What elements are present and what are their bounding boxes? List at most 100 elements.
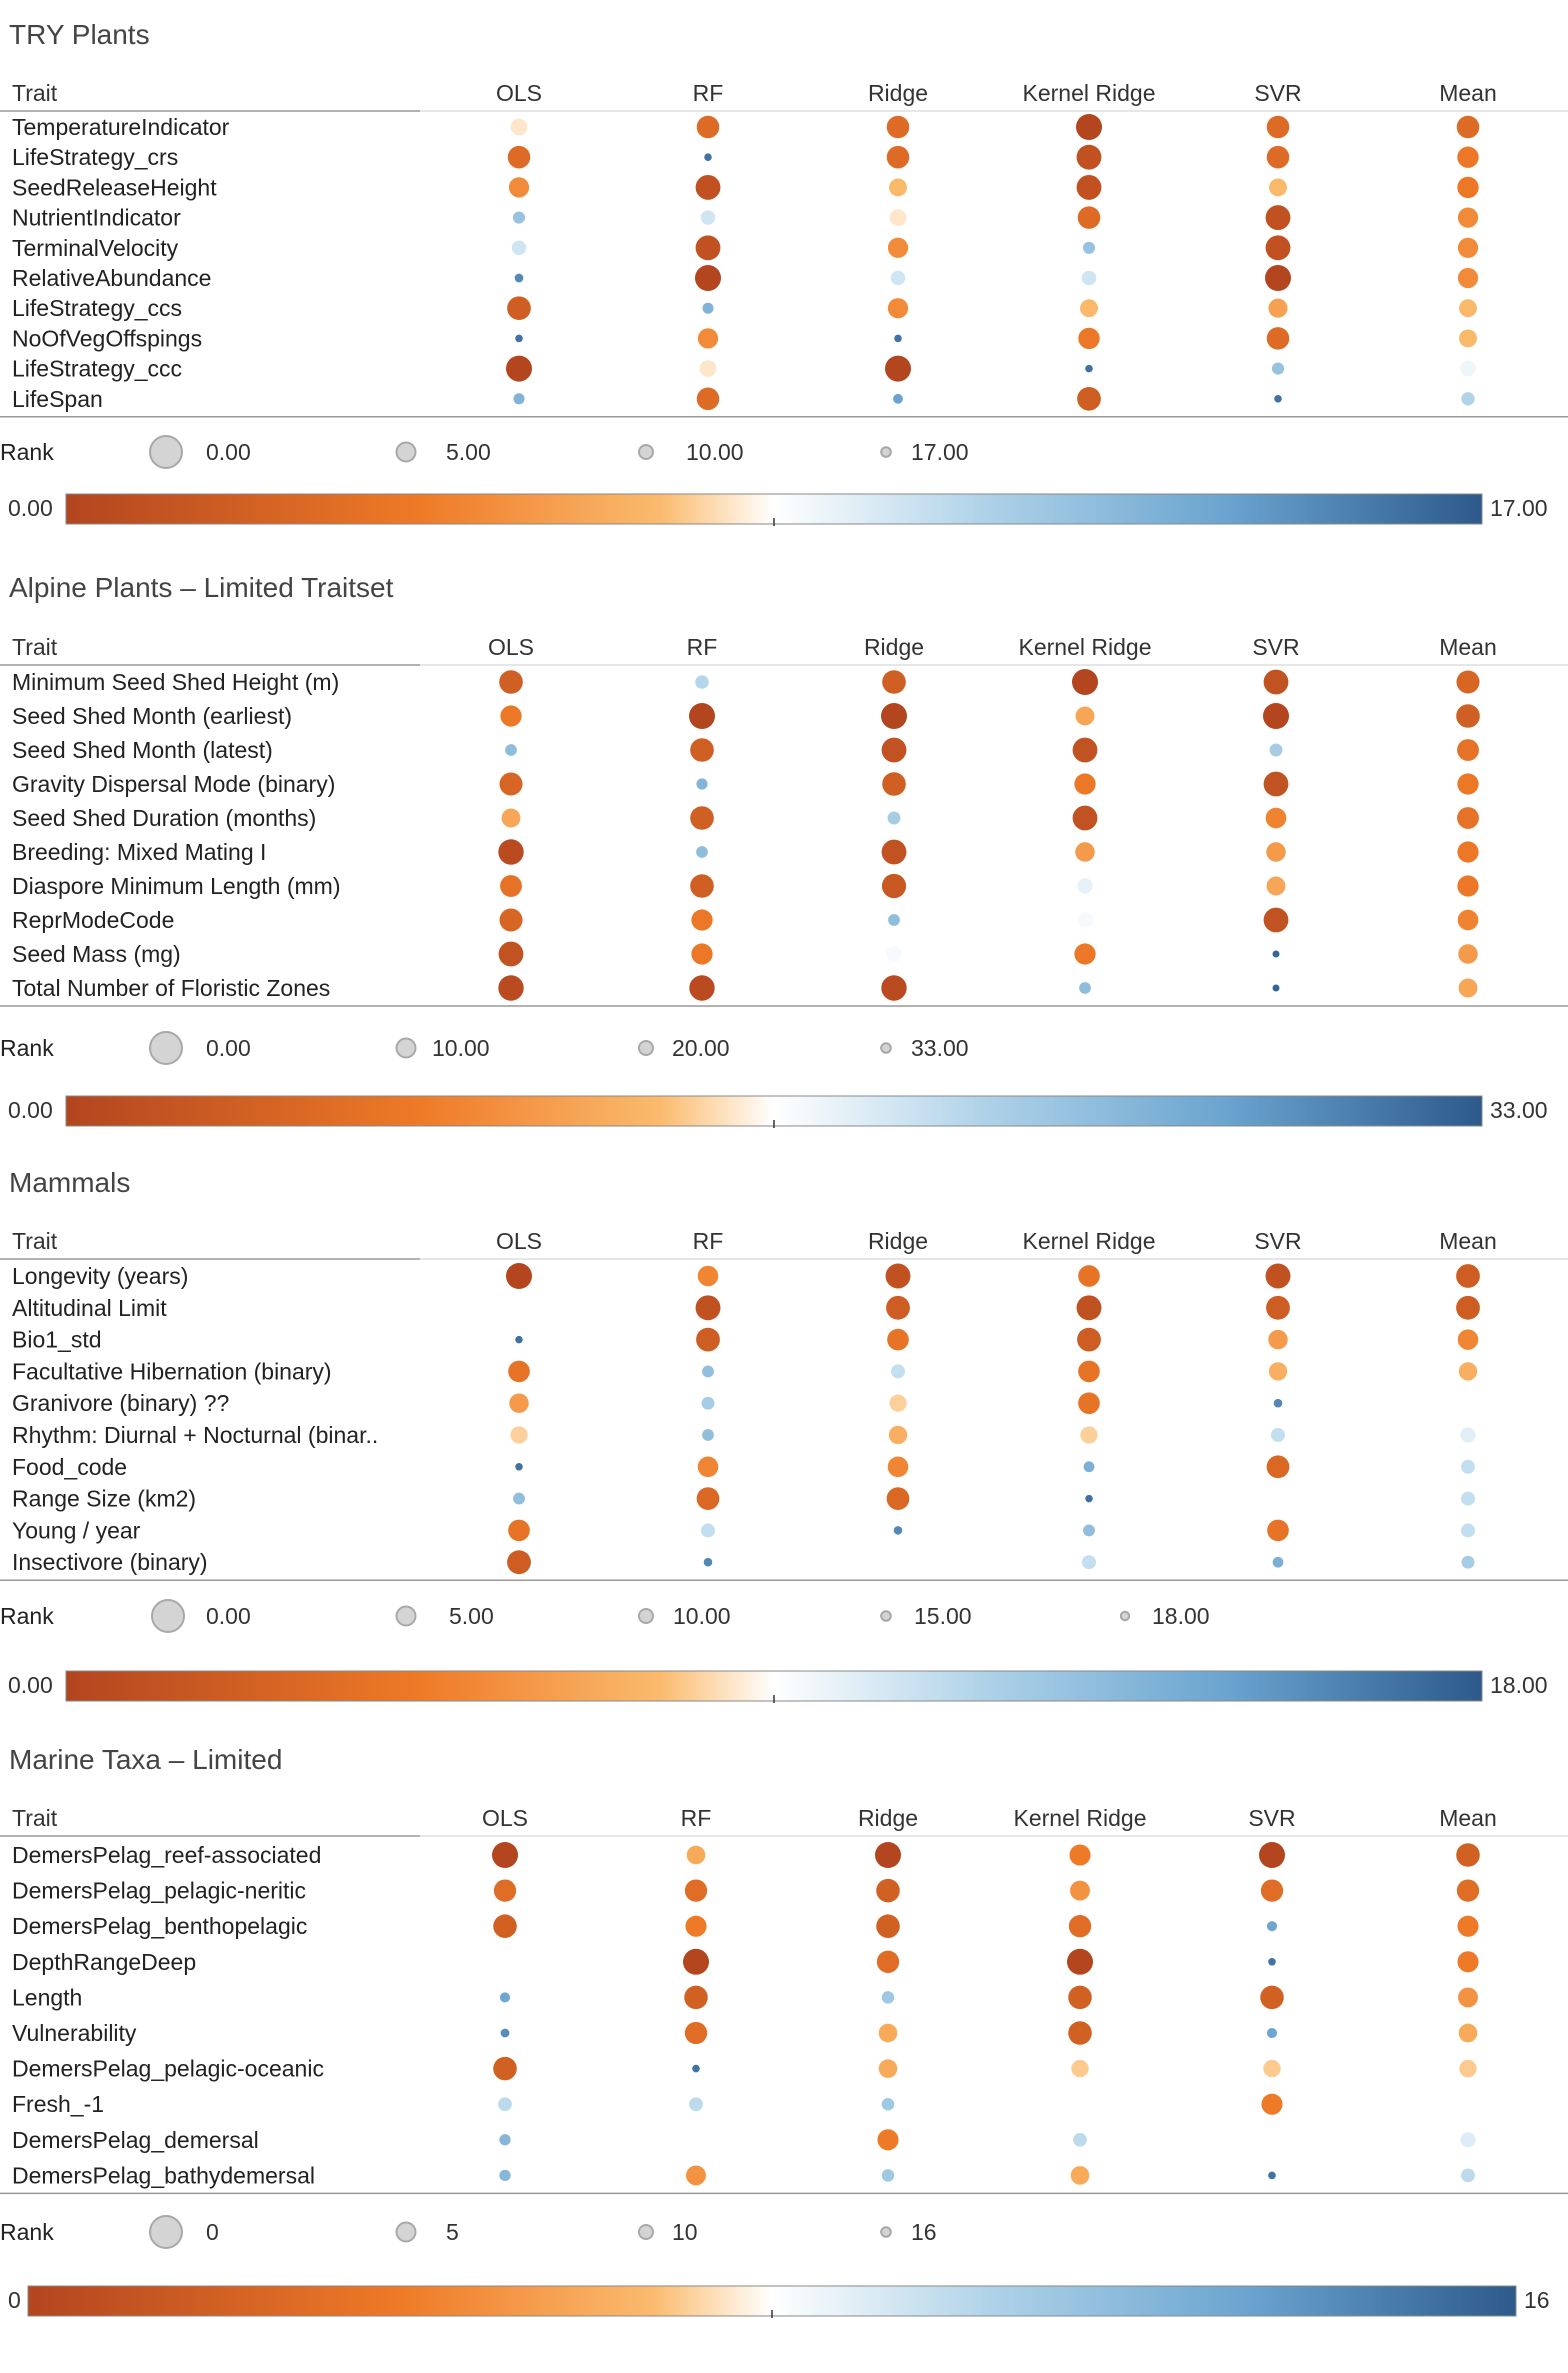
rank-dot[interactable]: Vulnerability · Kernel Ridge: 2 <box>1068 2021 1092 2045</box>
rank-dot[interactable]: Seed Shed Month (earliest) · OLS: 8 <box>500 705 522 727</box>
rank-dot[interactable]: DemersPelag_bathydemersal · SVR: 15 <box>1268 2171 1276 2180</box>
rank-dot[interactable]: ReprModeCode · SVR: 2 <box>1263 907 1289 933</box>
rank-dot[interactable]: LifeStrategy_ccc · Kernel Ridge: 16 <box>1085 364 1093 373</box>
rank-dot[interactable]: NoOfVegOffspings · SVR: 3 <box>1266 327 1290 350</box>
rank-dot[interactable]: Young / year · RF: 11 <box>700 1523 716 1538</box>
rank-dot[interactable]: Rhythm: Diurnal + Nocturnal (binar.. · R… <box>702 1429 714 1441</box>
rank-dot[interactable]: Bio1_std · OLS: 17 <box>515 1335 523 1344</box>
rank-dot[interactable]: LifeSpan · RF: 3 <box>696 387 720 411</box>
rank-dot[interactable]: Rhythm: Diurnal + Nocturnal (binar.. · S… <box>1270 1427 1286 1443</box>
rank-dot[interactable]: ReprModeCode · Kernel Ridge: 17 <box>1077 912 1093 928</box>
rank-dot[interactable]: DemersPelag_demersal · Mean: 9 <box>1460 2132 1476 2148</box>
rank-dot[interactable]: Minimum Seed Shed Height (m) · OLS: 4 <box>499 670 523 694</box>
rank-dot[interactable]: Bio1_std · RF: 2 <box>696 1327 720 1352</box>
rank-dot[interactable]: Food_code · RF: 5 <box>697 1456 719 1478</box>
rank-dot[interactable]: DemersPelag_pelagic-oceanic · Mean: 7 <box>1459 2059 1477 2078</box>
rank-dot[interactable]: RelativeAbundance · RF: 0 <box>695 265 721 291</box>
rank-dot[interactable]: Young / year · Ridge: 16 <box>893 1526 903 1535</box>
rank-dot[interactable]: LifeStrategy_ccc · RF: 8 <box>699 360 717 377</box>
rank-dot[interactable]: DepthRangeDeep · Ridge: 3 <box>876 1950 900 1973</box>
rank-dot[interactable]: Range Size (km2) · OLS: 13 <box>513 1492 525 1505</box>
rank-dot[interactable]: LifeSpan · Mean: 11 <box>1461 392 1475 406</box>
rank-dot[interactable]: Young / year · SVR: 4 <box>1267 1519 1289 1542</box>
rank-dot[interactable]: Length · Mean: 5 <box>1458 1987 1478 2008</box>
rank-dot[interactable]: Minimum Seed Shed Height (m) · Kernel Ri… <box>1072 669 1098 695</box>
rank-dot[interactable]: LifeSpan · Ridge: 14 <box>893 393 903 404</box>
rank-dot[interactable]: TerminalVelocity · Ridge: 5 <box>887 237 909 258</box>
rank-dot[interactable]: Breeding: Mixed Mating I · Kernel Ridge:… <box>1075 842 1095 862</box>
rank-dot[interactable]: DemersPelag_pelagic-neritic · Kernel Rid… <box>1070 1880 1090 1901</box>
rank-dot[interactable]: DemersPelag_reef-associated · OLS: 0 <box>492 1842 518 1868</box>
rank-dot[interactable]: LifeStrategy_crs · Ridge: 3 <box>886 145 910 169</box>
rank-dot[interactable]: Seed Shed Duration (months) · Mean: 7 <box>1457 807 1479 829</box>
rank-dot[interactable]: SeedReleaseHeight · OLS: 5 <box>508 177 530 198</box>
rank-dot[interactable]: NoOfVegOffspings · OLS: 16 <box>515 334 523 343</box>
rank-dot[interactable]: Granivore (binary) ?? · Ridge: 8 <box>889 1394 907 1412</box>
rank-dot[interactable]: Total Number of Floristic Zones · RF: 1 <box>689 975 715 1001</box>
rank-dot[interactable]: LifeSpan · Kernel Ridge: 2 <box>1077 386 1101 411</box>
rank-dot[interactable]: Fresh_-1 · RF: 10 <box>689 2097 703 2112</box>
rank-dot[interactable]: NoOfVegOffspings · Kernel Ridge: 4 <box>1078 327 1100 350</box>
rank-dot[interactable]: LifeStrategy_crs · Mean: 4 <box>1457 146 1479 168</box>
rank-dot[interactable]: DemersPelag_pelagic-neritic · OLS: 3 <box>493 1879 517 1902</box>
rank-dot[interactable]: Bio1_std · Mean: 5 <box>1457 1329 1479 1350</box>
rank-dot[interactable]: TemperatureIndicator · RF: 3 <box>696 115 720 139</box>
rank-dot[interactable]: NutrientIndicator · OLS: 12 <box>512 211 526 224</box>
rank-dot[interactable]: Altitudinal Limit · Kernel Ridge: 1 <box>1076 1295 1102 1321</box>
rank-dot[interactable]: Food_code · Ridge: 5 <box>887 1456 909 1478</box>
rank-dot[interactable]: NutrientIndicator · Mean: 5 <box>1457 207 1479 228</box>
rank-dot[interactable]: Length · Ridge: 11 <box>881 1991 895 2004</box>
rank-dot[interactable]: Facultative Hibernation (binary) · Ridge… <box>890 1364 906 1379</box>
rank-dot[interactable]: Seed Shed Duration (months) · OLS: 12 <box>501 808 521 828</box>
rank-dot[interactable]: Altitudinal Limit · SVR: 2 <box>1266 1295 1290 1320</box>
rank-dot[interactable]: Gravity Dispersal Mode (binary) · Mean: … <box>1457 773 1479 795</box>
rank-dot[interactable]: LifeStrategy_ccs · Kernel Ridge: 7 <box>1080 299 1098 318</box>
rank-dot[interactable]: TemperatureIndicator · Ridge: 3 <box>886 115 910 139</box>
rank-dot[interactable]: TemperatureIndicator · Mean: 3 <box>1456 115 1480 139</box>
rank-dot[interactable]: Breeding: Mixed Mating I · SVR: 11 <box>1266 842 1286 862</box>
rank-dot[interactable]: DemersPelag_benthopelagic · SVR: 13 <box>1266 1921 1278 1932</box>
rank-dot[interactable]: DepthRangeDeep · Kernel Ridge: 0 <box>1067 1948 1093 1975</box>
rank-dot[interactable]: DemersPelag_benthopelagic · OLS: 2 <box>493 1914 517 1938</box>
rank-dot[interactable]: DemersPelag_pelagic-neritic · SVR: 3 <box>1260 1879 1284 1902</box>
rank-dot[interactable]: Longevity (years) · SVR: 1 <box>1265 1263 1291 1289</box>
rank-dot[interactable]: Minimum Seed Shed Height (m) · RF: 21 <box>695 675 709 689</box>
rank-dot[interactable]: Gravity Dispersal Mode (binary) · SVR: 2 <box>1263 771 1289 797</box>
rank-dot[interactable]: Seed Mass (mg) · SVR: 32 <box>1272 950 1280 958</box>
rank-dot[interactable]: Seed Shed Month (earliest) · RF: 0 <box>689 703 715 729</box>
rank-dot[interactable]: Total Number of Floristic Zones · Ridge:… <box>881 975 907 1001</box>
rank-dot[interactable]: Total Number of Floristic Zones · Mean: … <box>1458 978 1478 998</box>
rank-dot[interactable]: LifeStrategy_ccc · SVR: 12 <box>1271 362 1285 375</box>
rank-dot[interactable]: DepthRangeDeep · Mean: 4 <box>1457 1951 1479 1973</box>
rank-dot[interactable]: SeedReleaseHeight · SVR: 7 <box>1269 178 1287 197</box>
rank-dot[interactable]: Diaspore Minimum Length (mm) · Ridge: 3 <box>881 873 907 899</box>
rank-dot[interactable]: DemersPelag_pelagic-oceanic · RF: 15 <box>692 2064 700 2073</box>
rank-dot[interactable]: NutrientIndicator · SVR: 1 <box>1265 205 1291 231</box>
rank-dot[interactable]: SeedReleaseHeight · Mean: 4 <box>1457 176 1479 199</box>
rank-dot[interactable]: LifeStrategy_ccs · Ridge: 5 <box>887 298 909 319</box>
rank-dot[interactable]: RelativeAbundance · Mean: 5 <box>1457 267 1479 289</box>
rank-dot[interactable]: Food_code · OLS: 17 <box>515 1463 523 1471</box>
rank-dot[interactable]: Insectivore (binary) · OLS: 2 <box>507 1550 531 1575</box>
rank-dot[interactable]: Insectivore (binary) · Mean: 12 <box>1461 1555 1475 1569</box>
rank-dot[interactable]: DemersPelag_bathydemersal · Mean: 10 <box>1461 2168 1475 2183</box>
rank-dot[interactable]: NoOfVegOffspings · RF: 5 <box>697 328 719 349</box>
rank-dot[interactable]: Facultative Hibernation (binary) · OLS: … <box>508 1360 530 1383</box>
rank-dot[interactable]: Vulnerability · Ridge: 6 <box>878 2023 898 2043</box>
rank-dot[interactable]: Altitudinal Limit · Ridge: 2 <box>886 1295 910 1320</box>
rank-dot[interactable]: Seed Mass (mg) · Mean: 11 <box>1458 944 1478 964</box>
rank-dot[interactable]: Young / year · Mean: 11 <box>1460 1523 1476 1538</box>
rank-dot[interactable]: Insectivore (binary) · Kernel Ridge: 11 <box>1081 1555 1097 1570</box>
rank-dot[interactable]: LifeStrategy_crs · OLS: 3 <box>507 145 531 169</box>
rank-dot[interactable]: Bio1_std · Ridge: 4 <box>887 1328 909 1351</box>
rank-dot[interactable]: Total Number of Floristic Zones · Kernel… <box>1079 982 1091 994</box>
rank-dot[interactable]: Gravity Dispersal Mode (binary) · Ridge:… <box>882 772 906 796</box>
rank-dot[interactable]: NutrientIndicator · Ridge: 8 <box>889 209 907 226</box>
rank-dot[interactable]: LifeStrategy_ccc · Ridge: 0 <box>885 355 911 382</box>
rank-dot[interactable]: DemersPelag_pelagic-oceanic · SVR: 7 <box>1263 2059 1281 2078</box>
rank-dot[interactable]: Seed Shed Month (latest) · OLS: 24 <box>505 744 517 756</box>
rank-dot[interactable]: Rhythm: Diurnal + Nocturnal (binar.. · K… <box>1080 1426 1098 1444</box>
rank-dot[interactable]: TerminalVelocity · Kernel Ridge: 12 <box>1082 241 1096 254</box>
rank-dot[interactable]: DemersPelag_benthopelagic · Kernel Ridge… <box>1068 1915 1092 1938</box>
rank-dot[interactable]: Diaspore Minimum Length (mm) · RF: 4 <box>690 874 714 898</box>
